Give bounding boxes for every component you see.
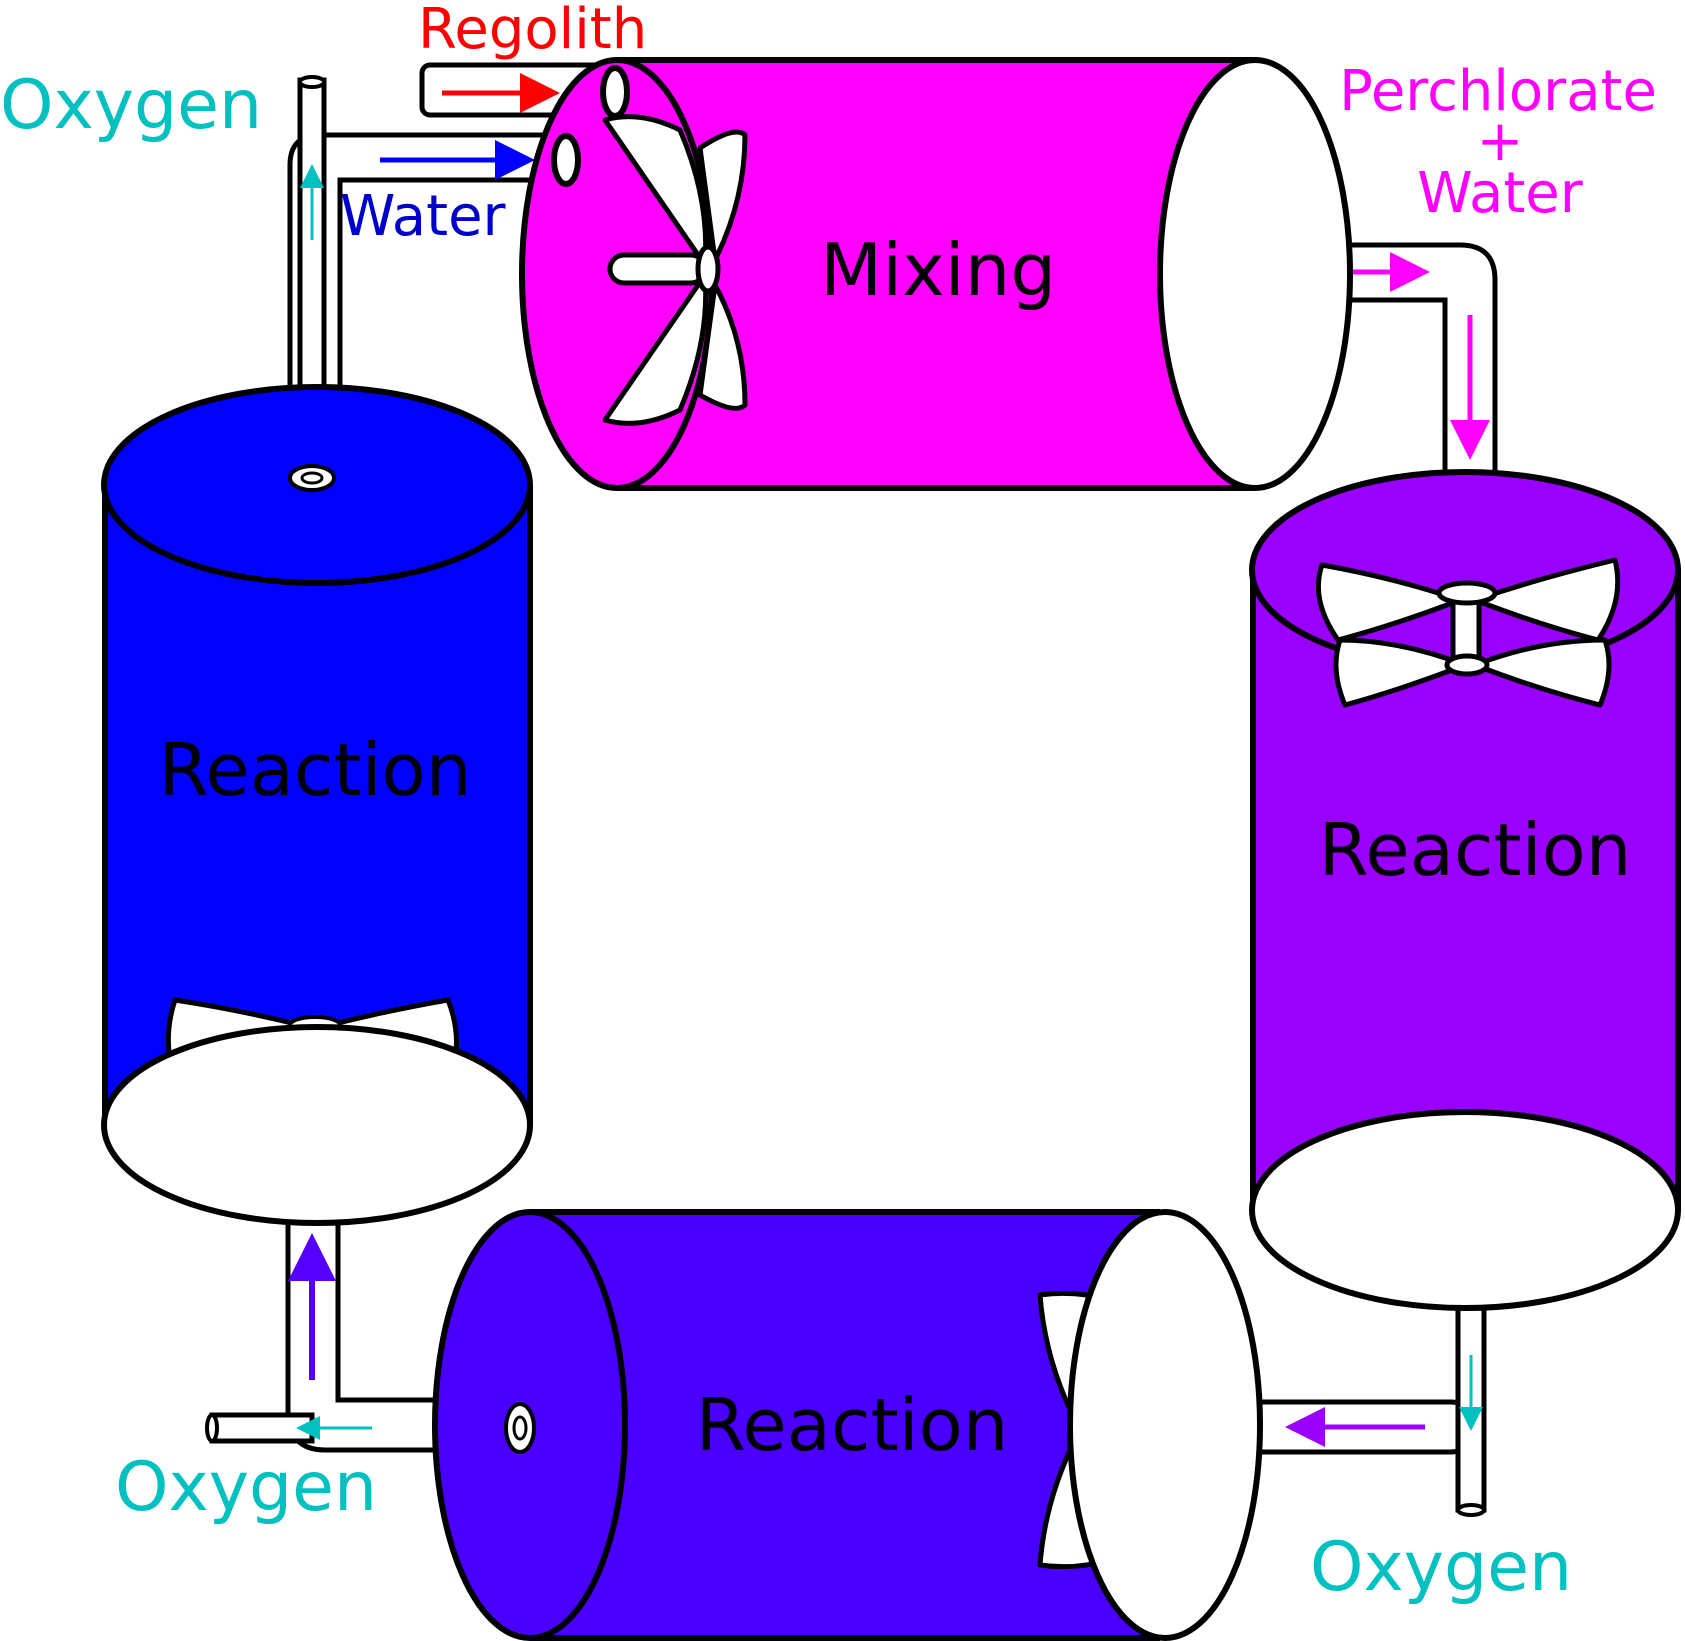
water-in-label: Water xyxy=(340,184,507,249)
mixing-tank: Mixing xyxy=(519,57,1353,491)
regolith-label: Regolith xyxy=(418,0,647,62)
mixing-label: Mixing xyxy=(820,228,1056,312)
reaction-right-label: Reaction xyxy=(1319,808,1632,892)
reaction-tank-left: Reaction xyxy=(101,384,533,1226)
perchlorate-label: Perchlorate xyxy=(1339,59,1657,124)
reaction-left-label: Reaction xyxy=(159,728,472,812)
oxygen-bottom-right-label: Oxygen xyxy=(1310,1528,1572,1607)
oxygen-top-left-label: Oxygen xyxy=(0,66,262,145)
right-tank-propeller xyxy=(1315,557,1621,708)
regolith-inlet-hole xyxy=(600,65,630,119)
reaction-tank-bottom: Reaction xyxy=(432,1209,1263,1641)
oxygen-vent-pipe-left xyxy=(205,1412,372,1444)
reaction-tank-right: Reaction xyxy=(1249,469,1681,1311)
water-inlet-hole xyxy=(551,133,581,187)
water-out-label: Water xyxy=(1417,161,1584,226)
oxygen-bottom-left-label: Oxygen xyxy=(115,1448,377,1527)
reaction-bottom-label: Reaction xyxy=(696,1383,1009,1467)
plus-label: + xyxy=(1477,109,1524,174)
oxygen-vent-pipe-top xyxy=(297,75,327,393)
mixing-propeller xyxy=(602,114,748,426)
